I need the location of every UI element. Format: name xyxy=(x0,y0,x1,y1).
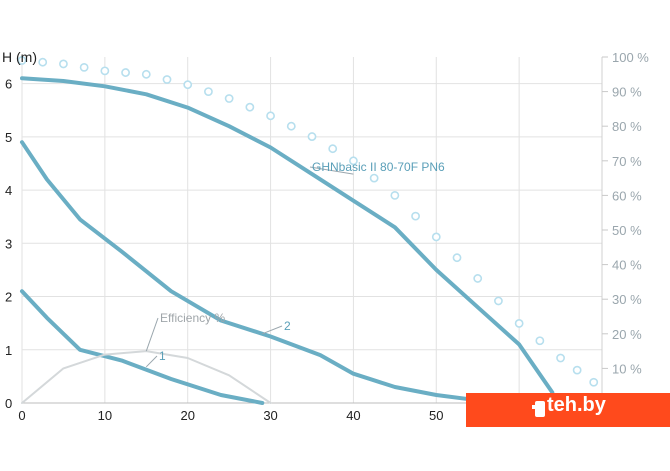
efficiency-dot-point xyxy=(390,190,400,200)
x-tick-label: 20 xyxy=(180,408,194,423)
series-label: GHNbasic II 80-70F PN6 xyxy=(312,160,445,174)
efficiency-dot-point xyxy=(38,57,48,67)
right-axis-ticks: 10 % 20 % 30 % 40 % 50 % 60 % 70 % 80 % 90 % 100 … xyxy=(602,50,649,376)
efficiency-dot-point xyxy=(452,253,462,263)
pump-curve-line xyxy=(20,76,555,395)
pump-curve-line xyxy=(20,289,265,405)
watermark-text: teh.by xyxy=(547,394,606,416)
y-tick-label: 5 xyxy=(5,130,12,145)
efficiency-dot-point xyxy=(473,274,483,283)
efficiency-dot-point xyxy=(204,87,213,96)
efficiency-dot-point xyxy=(286,121,296,131)
efficiency-dot-point xyxy=(535,336,545,346)
y-tick-label: 4 xyxy=(5,183,12,198)
curves xyxy=(17,56,599,405)
efficiency-dot-point xyxy=(411,211,420,221)
right-tick-label: 80 % xyxy=(612,119,642,134)
efficiency-dot-point xyxy=(328,144,338,154)
right-tick-label: 70 % xyxy=(612,154,642,169)
series-label: Efficiency % xyxy=(160,311,225,325)
y-tick-label: 6 xyxy=(5,77,12,92)
x-tick-label: 40 xyxy=(346,408,360,423)
logo-icon xyxy=(532,401,545,417)
watermark-banner xyxy=(466,393,670,427)
right-tick-label: 100 % xyxy=(612,50,649,65)
series-labels: GHNbasic II 80-70F PN6 2 1 Efficiency % xyxy=(145,160,445,368)
y-axis-ticks: 0 1 2 3 4 5 6 xyxy=(5,77,12,411)
efficiency-dot-point xyxy=(17,56,27,65)
efficiency-dot-point xyxy=(556,353,565,363)
efficiency-dot-point xyxy=(369,173,379,183)
series-label: 1 xyxy=(159,349,166,363)
efficiency-dot-point xyxy=(349,156,358,166)
efficiency-dot-point xyxy=(59,59,68,69)
y-tick-label: 1 xyxy=(5,343,12,358)
right-tick-label: 10 % xyxy=(612,361,642,376)
x-tick-label: 10 xyxy=(98,408,112,423)
x-tick-label: 50 xyxy=(429,408,443,423)
efficiency-dot-point xyxy=(431,232,441,242)
y-axis-title: H (m) xyxy=(2,49,37,65)
efficiency-dot-point xyxy=(121,68,130,77)
series-label: 2 xyxy=(284,319,291,333)
x-tick-label: 30 xyxy=(263,408,277,423)
label-leader-line xyxy=(145,355,158,368)
efficiency-dot-point xyxy=(100,66,110,76)
efficiency-dot-point xyxy=(245,102,255,112)
x-tick-label: 0 xyxy=(18,408,25,423)
efficiency-dot-point xyxy=(266,111,275,121)
efficiency-dot-point xyxy=(307,132,317,141)
y-tick-label: 2 xyxy=(5,290,12,305)
efficiency-dot-point xyxy=(572,365,582,375)
label-leader-line xyxy=(262,325,283,335)
label-leader-line xyxy=(145,317,159,352)
label-leader-line xyxy=(309,166,354,175)
y-tick-label: 0 xyxy=(5,396,12,411)
efficiency-dot-point xyxy=(514,319,524,328)
right-tick-label: 60 % xyxy=(612,188,642,203)
right-tick-label: 30 % xyxy=(612,292,642,307)
efficiency-curve xyxy=(21,350,272,404)
efficiency-dot-point xyxy=(162,75,172,84)
right-tick-label: 90 % xyxy=(612,85,642,100)
right-tick-label: 50 % xyxy=(612,223,642,238)
efficiency-dot-point xyxy=(79,62,89,72)
pump-curve-line xyxy=(20,140,480,403)
efficiency-dot-point xyxy=(224,94,234,103)
efficiency-dot-point xyxy=(589,377,599,387)
efficiency-dot-point xyxy=(141,69,151,79)
efficiency-dot-point xyxy=(494,296,503,306)
y-tick-label: 3 xyxy=(5,236,12,251)
efficiency-dot-point xyxy=(183,80,193,90)
right-tick-label: 40 % xyxy=(612,258,642,273)
right-tick-label: 20 % xyxy=(612,327,642,342)
